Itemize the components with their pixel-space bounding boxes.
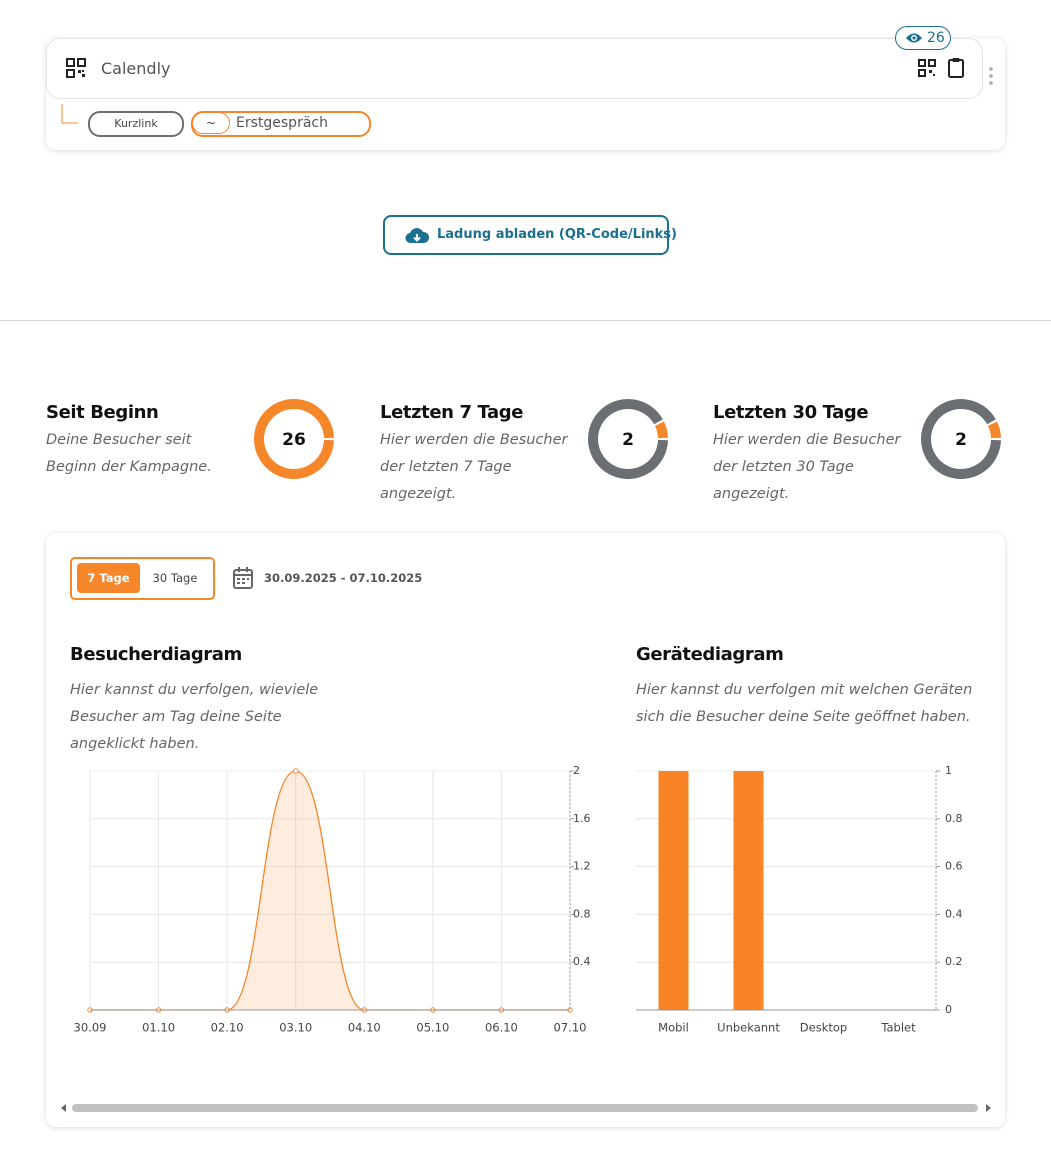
download-label: Ladung abladen (QR-Code/Links)	[437, 227, 677, 242]
tab[interactable]: 30 Tage	[152, 571, 198, 585]
chart-subtitle: Hier kannst du verfolgen mit welchen Ger…	[636, 682, 973, 725]
divider	[0, 320, 1051, 321]
views-count: 26	[927, 30, 945, 46]
stat-title: Seit Beginn	[46, 402, 159, 423]
slug-prefix: ~	[192, 112, 230, 134]
views-badge: 26	[895, 26, 951, 50]
link-title: Calendly	[101, 59, 171, 78]
tree-connector	[61, 104, 78, 124]
eye-icon	[906, 33, 922, 43]
download-button[interactable]: Ladung abladen (QR-Code/Links)	[383, 215, 677, 255]
qr-button[interactable]	[918, 59, 936, 77]
stat-title: Letzten 30 Tage	[713, 402, 869, 423]
stat-description: Deine Besucher seit Beginn der Kampagne.	[46, 432, 212, 475]
stat-description: Hier werden die Besucher der letzten 7 T…	[380, 432, 568, 502]
donut-label: 2	[622, 430, 634, 450]
menu-button[interactable]	[987, 66, 995, 88]
date-range: 30.09.2025 - 07.10.2025	[264, 571, 423, 585]
range-tabs	[70, 557, 215, 600]
chart-title: Gerätediagram	[636, 644, 784, 665]
chart-title: Besucherdiagram	[70, 644, 242, 665]
donut-value	[654, 421, 668, 439]
donut-value	[987, 421, 1001, 439]
donut-rest	[921, 399, 1001, 479]
stat-title: Letzten 7 Tage	[380, 402, 524, 423]
copy-button[interactable]	[947, 57, 965, 79]
qr-icon	[66, 58, 86, 78]
stat-description: Hier werden die Besucher der letzten 30 …	[713, 432, 901, 502]
scrollbar[interactable]	[58, 1100, 995, 1116]
donut-label: 2	[955, 430, 967, 450]
donut-rest	[588, 399, 668, 479]
link-card-header	[46, 38, 983, 99]
slug-text: Erstgespräch	[236, 115, 328, 131]
donut-label: 26	[282, 430, 306, 450]
analytics-card	[46, 533, 1005, 1127]
tab-active[interactable]: 7 Tage	[77, 563, 140, 593]
short-link-pill[interactable]: Kurzlink	[88, 111, 184, 137]
chart-subtitle: Hier kannst du verfolgen, wieviele Besuc…	[70, 682, 319, 752]
donut-value	[254, 399, 334, 479]
cloud-download-icon	[405, 228, 429, 244]
calendar-icon	[233, 567, 253, 589]
